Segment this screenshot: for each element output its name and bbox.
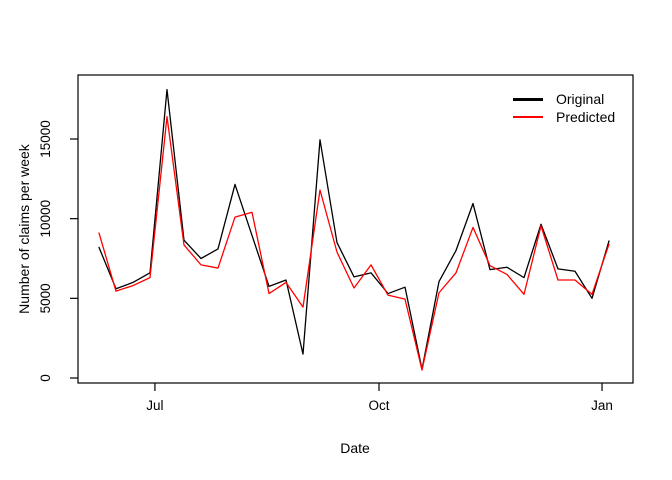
legend: Original Predicted (513, 90, 615, 126)
x-tick-label: Oct (368, 398, 389, 413)
y-tick-label: 0 (38, 374, 53, 382)
x-tick-label: Jan (591, 398, 613, 413)
y-tick-label: 10000 (38, 200, 53, 238)
x-axis-title: Date (340, 440, 370, 456)
legend-original-line-swatch (513, 97, 543, 101)
legend-row-original: Original (513, 90, 615, 108)
y-tick-label: 5000 (38, 283, 53, 313)
legend-label-original: Original (556, 91, 605, 107)
legend-predicted-line-swatch (513, 116, 543, 118)
predicted-series-line (98, 116, 610, 371)
y-tick-label: 15000 (38, 120, 53, 158)
x-tick-label: Jul (146, 398, 163, 413)
legend-label-predicted: Predicted (556, 109, 616, 125)
plot-border (77, 74, 634, 384)
original-series-line (98, 88, 610, 370)
y-axis-title: Number of claims per week (16, 144, 32, 314)
legend-row-predicted: Predicted (513, 108, 615, 126)
